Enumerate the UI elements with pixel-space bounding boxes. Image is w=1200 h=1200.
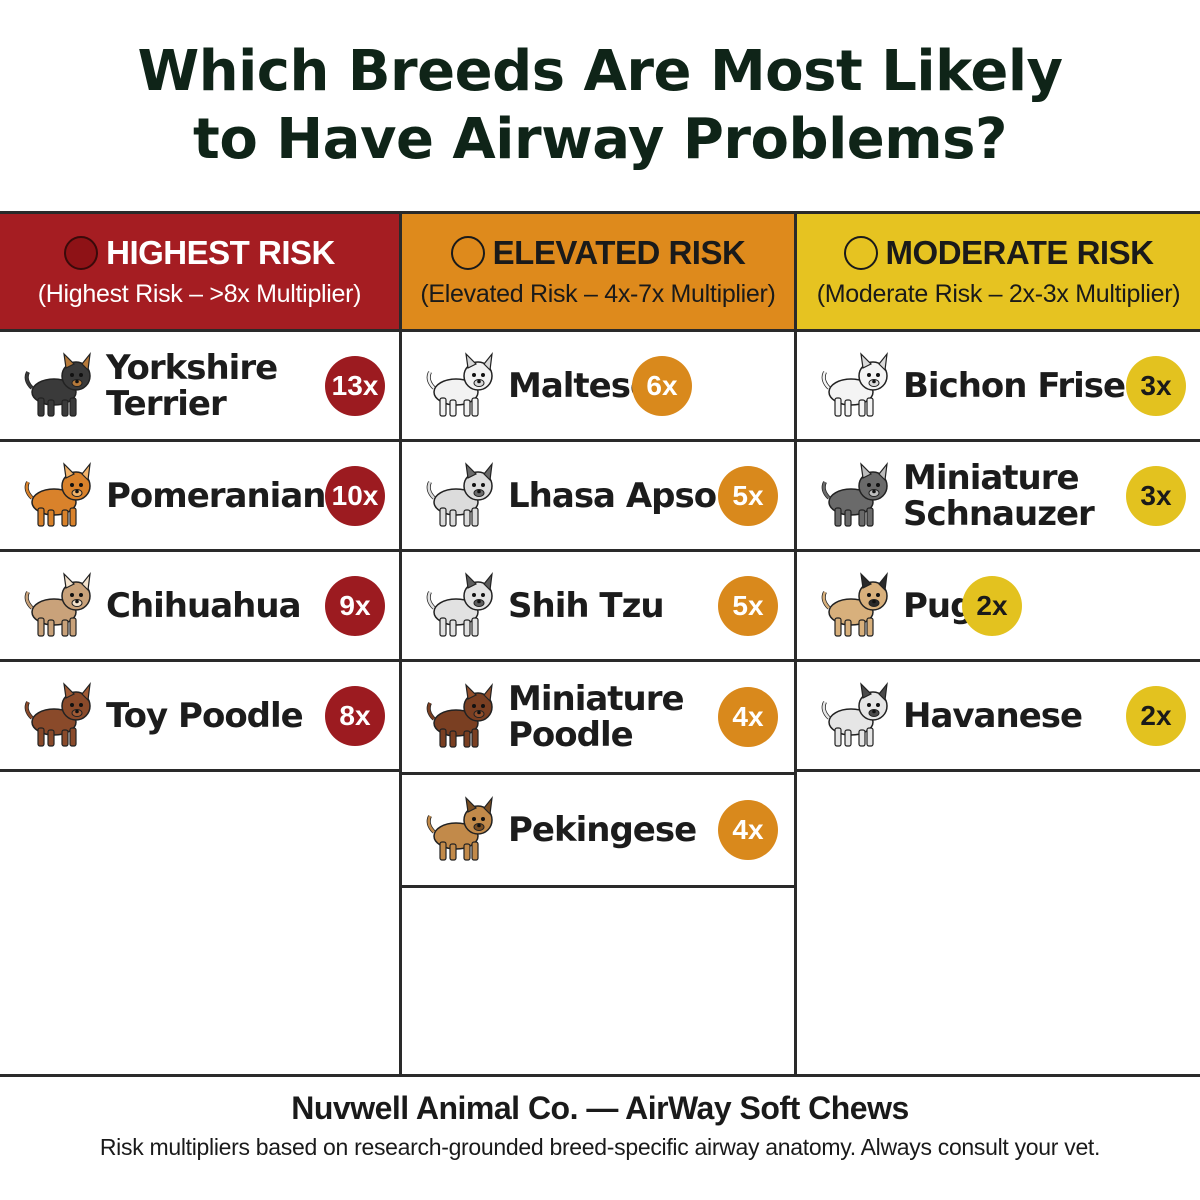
risk-multiplier-badge: 5x	[718, 575, 778, 636]
column-header-moderate-risk: MODERATE RISK (Moderate Risk – 2x-3x Mul…	[797, 214, 1200, 332]
breed-name: Lhasa Apso	[508, 475, 717, 516]
chihuahua-icon	[18, 566, 98, 646]
breed-name: Miniature Schnauzer	[903, 457, 1095, 534]
breed-row: Chihuahua 9x	[0, 552, 399, 662]
circle-icon	[64, 236, 99, 270]
toy-poodle-icon	[18, 676, 98, 756]
column-highest-risk: HIGHEST RISK (Highest Risk – >8x Multipl…	[0, 214, 402, 1077]
risk-multiplier-badge: 5x	[718, 465, 778, 526]
footer-note: Risk multipliers based on research-groun…	[99, 1134, 1101, 1160]
breed-row: Bichon Frise 3x	[797, 332, 1200, 442]
breed-row: Pekingese 4x	[402, 775, 794, 888]
column-sublabel: (Moderate Risk – 2x-3x Multiplier)	[816, 280, 1181, 308]
column-sublabel: (Highest Risk – >8x Multiplier)	[37, 280, 362, 308]
title-line-2: to Have Airway Problems?	[193, 107, 1007, 172]
yorkshire-terrier-icon	[18, 346, 98, 426]
column-label: ELEVATED RISK	[492, 234, 746, 271]
page-title: Which Breeds Are Most Likely to Have Air…	[0, 38, 1200, 174]
maltese-icon	[420, 346, 500, 426]
breed-row: Shih Tzu 5x	[402, 552, 794, 662]
breed-name: Havanese	[903, 695, 1083, 736]
risk-multiplier-badge: 8x	[325, 685, 385, 746]
breed-row: Pug 2x	[797, 552, 1200, 662]
havanese-icon	[815, 676, 895, 756]
breed-row: Maltese 6x	[402, 332, 794, 442]
breed-name: Maltese	[508, 365, 653, 406]
breed-row: Toy Poodle 8x	[0, 662, 399, 772]
risk-multiplier-badge: 6x	[632, 355, 692, 416]
lhasa-apso-icon	[420, 456, 500, 536]
breed-row: Yorkshire Terrier 13x	[0, 332, 399, 442]
column-label: HIGHEST RISK	[106, 234, 335, 271]
title-line-1: Which Breeds Are Most Likely	[137, 39, 1063, 104]
risk-multiplier-badge: 9x	[325, 575, 385, 636]
pug-icon	[815, 566, 895, 646]
column-sublabel: (Elevated Risk – 4x-7x Multiplier)	[420, 280, 776, 308]
risk-table: HIGHEST RISK (Highest Risk – >8x Multipl…	[0, 211, 1200, 1077]
breed-name: Bichon Frise	[903, 365, 1126, 406]
pomeranian-icon	[18, 456, 98, 536]
risk-multiplier-badge: 4x	[718, 687, 778, 747]
breed-row: Miniature Poodle 4x	[402, 662, 794, 775]
breed-name: Pekingese	[508, 810, 697, 850]
breed-name: Shih Tzu	[508, 585, 665, 626]
circle-icon	[843, 236, 878, 270]
column-header-highest-risk: HIGHEST RISK (Highest Risk – >8x Multipl…	[0, 214, 399, 332]
column-header-elevated-risk: ELEVATED RISK (Elevated Risk – 4x-7x Mul…	[402, 214, 794, 332]
risk-multiplier-badge: 13x	[325, 355, 385, 416]
breed-name: Toy Poodle	[106, 695, 304, 736]
breed-row: Lhasa Apso 5x	[402, 442, 794, 552]
breed-row: Pomeranian 10x	[0, 442, 399, 552]
risk-multiplier-badge: 4x	[718, 800, 778, 860]
breed-name: Yorkshire Terrier	[106, 347, 278, 424]
breed-name: Miniature Poodle	[508, 679, 685, 755]
breed-name: Pomeranian	[106, 475, 326, 516]
risk-multiplier-badge: 3x	[1126, 465, 1186, 526]
risk-multiplier-badge: 2x	[962, 575, 1022, 636]
breed-row: Miniature Schnauzer 3x	[797, 442, 1200, 552]
breed-row: Havanese 2x	[797, 662, 1200, 772]
miniature-poodle-icon	[420, 677, 500, 757]
column-elevated-risk: ELEVATED RISK (Elevated Risk – 4x-7x Mul…	[402, 214, 797, 1077]
column-moderate-risk: MODERATE RISK (Moderate Risk – 2x-3x Mul…	[797, 214, 1200, 1077]
risk-multiplier-badge: 10x	[325, 465, 385, 526]
footer-brand: Nuvwell Animal Co. — AirWay Soft Chews	[291, 1090, 909, 1126]
circle-icon	[450, 236, 485, 270]
column-label: MODERATE RISK	[885, 234, 1154, 271]
bichon-frise-icon	[815, 346, 895, 426]
miniature-schnauzer-icon	[815, 456, 895, 536]
breed-name: Chihuahua	[106, 585, 302, 626]
risk-multiplier-badge: 2x	[1126, 685, 1186, 746]
risk-multiplier-badge: 3x	[1126, 355, 1186, 416]
shih-tzu-icon	[420, 566, 500, 646]
pekingese-icon	[420, 790, 500, 870]
